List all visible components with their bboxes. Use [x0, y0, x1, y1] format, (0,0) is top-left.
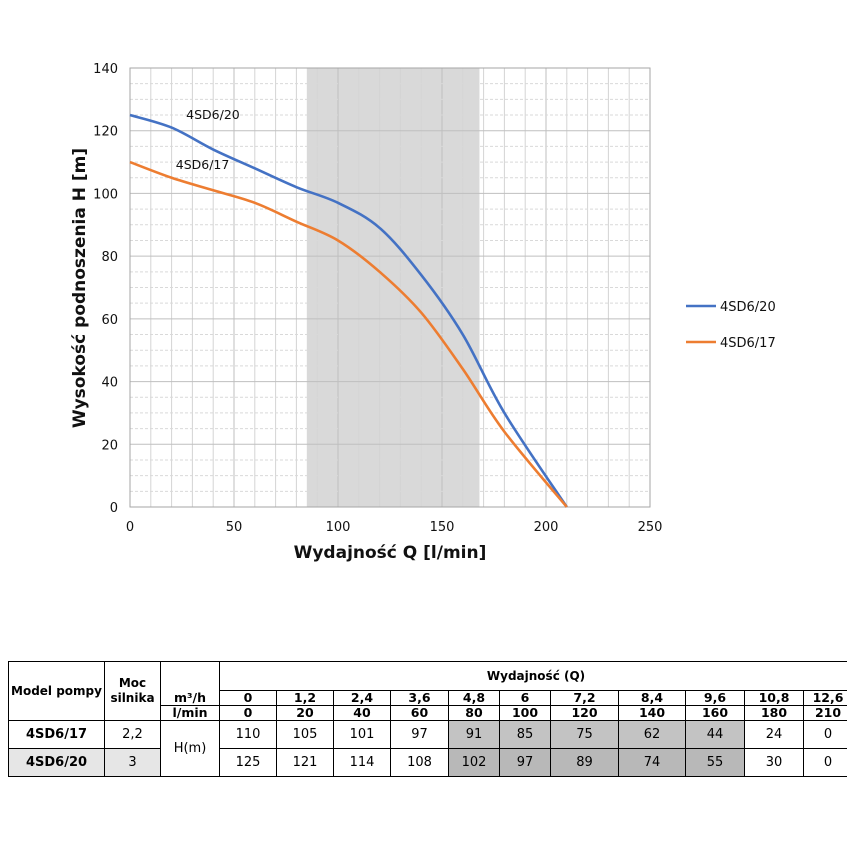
chart-ticks: 0 50 100 150 200 250 0 20 40 60 80 100 120 140 — [93, 62, 662, 535]
flow-m3h-cell: 10,8 — [744, 690, 804, 706]
head-value-cell: 114 — [333, 748, 391, 777]
head-value-cell: 110 — [219, 720, 277, 749]
y-tick-label: 60 — [101, 313, 118, 328]
series-line-4sd6-17 — [129, 160, 568, 508]
head-value-cell: 97 — [499, 748, 551, 777]
flow-m3h-cell: 3,6 — [390, 690, 449, 706]
head-value-cell: 102 — [448, 748, 500, 777]
chart-axes — [129, 67, 651, 508]
head-value-cell: 44 — [685, 720, 745, 749]
flow-lmin-cell: 40 — [333, 705, 391, 721]
flow-lmin-cell: 180 — [744, 705, 804, 721]
chart-series — [129, 113, 568, 508]
flow-lmin-cell: 80 — [448, 705, 500, 721]
performance-table: Model pompy Moc silnika Wydajność (Q) m³… — [8, 661, 847, 777]
y-tick-label: 20 — [101, 438, 118, 453]
x-tick-label: 0 — [126, 520, 134, 535]
y-axis-title: Wysokość podnoszenia H [m] — [70, 148, 90, 428]
head-value-cell: 125 — [219, 748, 277, 777]
flow-m3h-cell: 4,8 — [448, 690, 500, 706]
plot-border — [129, 67, 651, 508]
header-model: Model pompy — [8, 661, 105, 721]
header-head-unit: H(m) — [160, 720, 220, 777]
row-power: 3 — [104, 748, 161, 777]
y-tick-label: 40 — [101, 376, 118, 391]
chart-grid — [129, 67, 651, 508]
flow-m3h-cell: 7,2 — [550, 690, 619, 706]
y-tick-label: 120 — [93, 125, 118, 140]
head-value-cell: 30 — [744, 748, 804, 777]
head-value-cell: 0 — [802, 720, 847, 749]
flow-m3h-cell: 1,2 — [276, 690, 334, 706]
flow-m3h-cell: 0 — [219, 690, 277, 706]
row-model: 4SD6/17 — [8, 720, 105, 749]
chart-legend: 4SD6/20 4SD6/17 — [686, 300, 776, 351]
head-value-cell: 55 — [685, 748, 745, 777]
flow-m3h-cell: 6 — [499, 690, 551, 706]
y-tick-label: 100 — [93, 187, 118, 202]
head-value-cell: 24 — [744, 720, 804, 749]
header-flow-group: Wydajność (Q) — [218, 661, 847, 691]
head-value-cell: 0 — [802, 748, 847, 777]
curve-annotation: 4SD6/17 — [176, 157, 230, 172]
flow-lmin-cell: 0 — [219, 705, 277, 721]
head-value-cell: 108 — [390, 748, 449, 777]
flow-lmin-cell: 60 — [390, 705, 449, 721]
x-tick-label: 50 — [226, 520, 243, 535]
head-value-cell: 89 — [550, 748, 619, 777]
head-value-cell: 85 — [499, 720, 551, 749]
row-model: 4SD6/20 — [8, 748, 105, 777]
series-line-4sd6-20 — [129, 113, 568, 508]
head-value-cell: 62 — [618, 720, 686, 749]
flow-lmin-cell: 120 — [550, 705, 619, 721]
flow-m3h-cell: 2,4 — [333, 690, 391, 706]
flow-m3h-cell: 8,4 — [618, 690, 686, 706]
y-tick-label: 140 — [93, 62, 118, 77]
x-tick-label: 250 — [638, 520, 663, 535]
head-value-cell: 121 — [276, 748, 334, 777]
flow-lmin-cell: 20 — [276, 705, 334, 721]
legend-label: 4SD6/17 — [720, 336, 776, 351]
header-unit-lmin: l/min — [160, 705, 220, 721]
head-value-cell: 101 — [333, 720, 391, 749]
head-value-cell: 75 — [550, 720, 619, 749]
flow-lmin-cell: 140 — [618, 705, 686, 721]
flow-lmin-cell: 160 — [685, 705, 745, 721]
flow-m3h-cell: 12,6 — [802, 690, 847, 706]
x-tick-label: 150 — [430, 520, 455, 535]
flow-lmin-cell: 210 — [802, 705, 847, 721]
header-unit-m3h: m³/h — [160, 690, 220, 706]
x-tick-label: 200 — [534, 520, 559, 535]
pump-performance-chart: 0 50 100 150 200 250 0 20 40 60 80 100 120 140 Wydajn… — [70, 62, 776, 563]
chart-annotations: 4SD6/20 4SD6/17 — [176, 107, 240, 172]
header-power: Moc silnika — [104, 661, 161, 721]
row-power: 2,2 — [104, 720, 161, 749]
head-value-cell: 91 — [448, 720, 500, 749]
legend-label: 4SD6/20 — [720, 300, 776, 315]
head-value-cell: 105 — [276, 720, 334, 749]
header-unit-blank — [160, 661, 220, 691]
head-value-cell: 74 — [618, 748, 686, 777]
flow-lmin-cell: 100 — [499, 705, 551, 721]
flow-m3h-cell: 9,6 — [685, 690, 745, 706]
y-tick-label: 0 — [110, 501, 118, 516]
y-tick-label: 80 — [101, 250, 118, 265]
curve-annotation: 4SD6/20 — [186, 107, 240, 122]
x-axis-title: Wydajność Q [l/min] — [294, 543, 487, 563]
head-value-cell: 97 — [390, 720, 449, 749]
x-tick-label: 100 — [326, 520, 351, 535]
